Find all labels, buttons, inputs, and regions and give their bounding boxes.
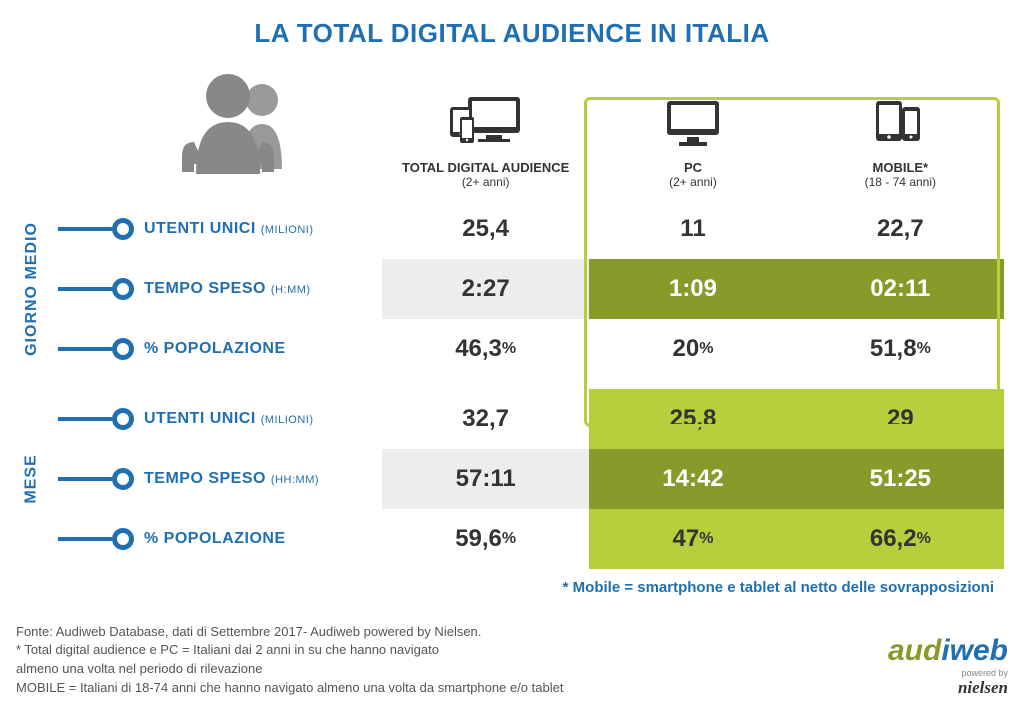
data-cell: 25,4	[382, 199, 589, 259]
section-vlabel: MESE	[23, 454, 41, 503]
column-header-1: PC(2+ anni)	[589, 59, 796, 199]
row-label: TEMPO SPESO (HH:MM)	[52, 449, 382, 509]
data-row: 59,6%47%66,2%	[382, 509, 1004, 569]
bullet-icon	[58, 528, 134, 550]
data-cell: 57:11	[382, 449, 589, 509]
data-cell: 32,7	[382, 389, 589, 449]
mobile-footnote: * Mobile = smartphone e tablet al netto …	[382, 569, 1004, 596]
section-row-labels: UTENTI UNICI (MILIONI) TEMPO SPESO (HH:MM…	[52, 389, 382, 569]
data-cell: 14:42	[589, 449, 796, 509]
row-text: UTENTI UNICI (MILIONI)	[144, 220, 314, 238]
left-panel: GIORNO MEDIO UTENTI UNICI (MILIONI) TEMPO …	[12, 59, 382, 596]
section-vlabel-wrap: MESE	[12, 389, 52, 569]
data-cell: 20%	[589, 319, 796, 379]
footer-source: Fonte: Audiweb Database, dati di Settemb…	[16, 623, 563, 698]
bullet-icon	[58, 278, 134, 300]
row-label: % POPOLAZIONE	[52, 509, 382, 569]
data-panel: TOTAL DIGITAL AUDIENCE(2+ anni)PC(2+ ann…	[382, 59, 1004, 596]
bullet-icon	[58, 468, 134, 490]
column-header-2: MOBILE*(18 - 74 anni)	[797, 59, 1004, 199]
devices-icon	[446, 93, 526, 152]
data-cell: 22,7	[797, 199, 1004, 259]
data-row: 32,725,829	[382, 389, 1004, 449]
row-text: UTENTI UNICI (MILIONI)	[144, 410, 314, 428]
people-icon	[12, 59, 382, 199]
section-0: GIORNO MEDIO UTENTI UNICI (MILIONI) TEMPO …	[12, 199, 382, 379]
data-cell: 02:11	[797, 259, 1004, 319]
desktop-icon	[661, 97, 725, 152]
row-text: TEMPO SPESO (H:MM)	[144, 280, 311, 298]
audiweb-logo: audiweb	[888, 634, 1008, 668]
logo-block: audiweb powered by nielsen	[888, 634, 1008, 698]
section-vlabel: GIORNO MEDIO	[23, 222, 41, 356]
data-cell: 66,2%	[797, 509, 1004, 569]
data-cell: 25,8	[589, 389, 796, 449]
column-sublabel: (2+ anni)	[669, 175, 717, 189]
data-cell: 51:25	[797, 449, 1004, 509]
data-cell: 59,6%	[382, 509, 589, 569]
data-row: 46,3%20%51,8%	[382, 319, 1004, 379]
column-sublabel: (18 - 74 anni)	[865, 175, 936, 189]
column-label: PC	[669, 160, 717, 175]
row-text: TEMPO SPESO (HH:MM)	[144, 470, 319, 488]
data-cell: 11	[589, 199, 796, 259]
row-label: UTENTI UNICI (MILIONI)	[52, 199, 382, 259]
bullet-icon	[58, 338, 134, 360]
data-row: 2:271:0902:11	[382, 259, 1004, 319]
data-cell: 51,8%	[797, 319, 1004, 379]
bullet-icon	[58, 218, 134, 240]
powered-by-label: powered by	[888, 668, 1008, 678]
column-label: MOBILE*	[865, 160, 936, 175]
data-row: 57:1114:4251:25	[382, 449, 1004, 509]
column-header-0: TOTAL DIGITAL AUDIENCE(2+ anni)	[382, 59, 589, 199]
column-label: TOTAL DIGITAL AUDIENCE	[402, 160, 569, 175]
nielsen-logo: nielsen	[888, 678, 1008, 698]
mobile-icon	[872, 97, 928, 152]
main-grid: GIORNO MEDIO UTENTI UNICI (MILIONI) TEMPO …	[0, 59, 1024, 596]
data-cell: 1:09	[589, 259, 796, 319]
footer: Fonte: Audiweb Database, dati di Settemb…	[16, 623, 1008, 698]
section-vlabel-wrap: GIORNO MEDIO	[12, 199, 52, 379]
data-row: 25,41122,7	[382, 199, 1004, 259]
data-cell: 29	[797, 389, 1004, 449]
row-label: % POPOLAZIONE	[52, 319, 382, 379]
section-row-labels: UTENTI UNICI (MILIONI) TEMPO SPESO (H:MM)…	[52, 199, 382, 379]
page-title: LA TOTAL DIGITAL AUDIENCE IN ITALIA	[0, 0, 1024, 59]
row-label: TEMPO SPESO (H:MM)	[52, 259, 382, 319]
section-1: MESE UTENTI UNICI (MILIONI) TEMPO SPESO (H…	[12, 389, 382, 569]
data-cell: 47%	[589, 509, 796, 569]
row-label: UTENTI UNICI (MILIONI)	[52, 389, 382, 449]
column-sublabel: (2+ anni)	[402, 175, 569, 189]
row-text: % POPOLAZIONE	[144, 530, 286, 548]
data-cell: 2:27	[382, 259, 589, 319]
row-text: % POPOLAZIONE	[144, 340, 286, 358]
column-headers: TOTAL DIGITAL AUDIENCE(2+ anni)PC(2+ ann…	[382, 59, 1004, 199]
data-cell: 46,3%	[382, 319, 589, 379]
bullet-icon	[58, 408, 134, 430]
